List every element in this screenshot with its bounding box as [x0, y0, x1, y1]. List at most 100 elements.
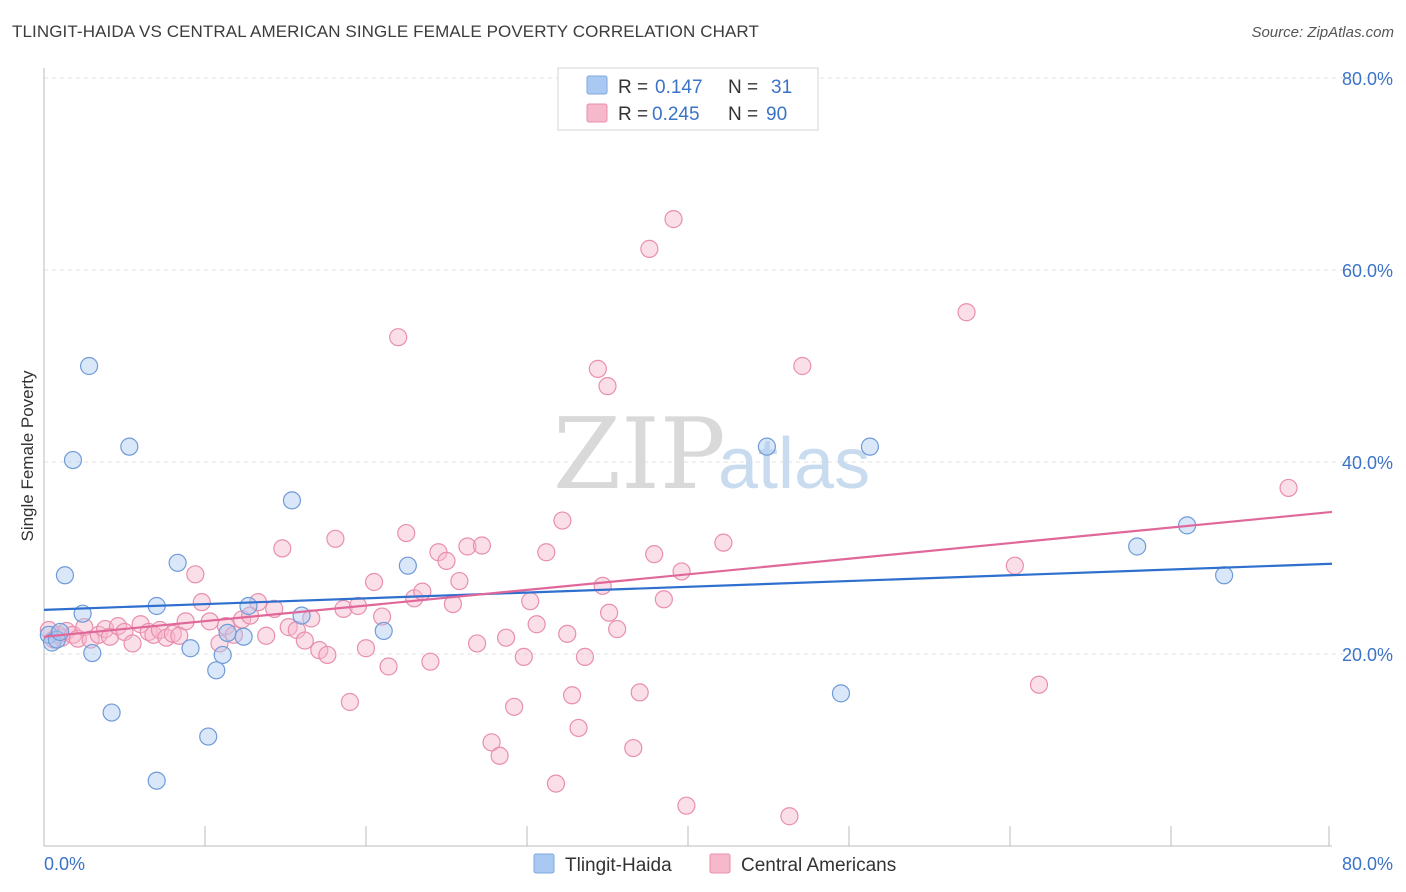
point-central-americans: [397, 523, 416, 543]
point-central-americans: [1005, 556, 1024, 575]
legend-bottom-label-tlingit: Tlingit-Haida: [565, 855, 672, 876]
point-central-americans: [521, 592, 540, 611]
point-tlingit-haida: [860, 437, 880, 456]
point-central-americans: [588, 359, 607, 378]
point-central-americans: [472, 536, 492, 555]
point-central-americans: [192, 593, 211, 612]
point-central-americans: [593, 576, 612, 595]
legend-swatch-tlingit: [586, 75, 608, 95]
point-tlingit-haida: [374, 621, 393, 641]
y-tick-label: 20.0%: [1342, 645, 1393, 665]
point-tlingit-haida: [218, 623, 237, 642]
legend-n-value-2: 90: [766, 104, 787, 125]
point-central-americans: [527, 615, 546, 634]
point-central-americans: [496, 628, 516, 647]
point-tlingit-haida: [234, 627, 253, 646]
point-tlingit-haida: [102, 703, 121, 722]
y-tick-label: 40.0%: [1342, 453, 1393, 473]
legend-bottom-swatch-tlingit: [533, 853, 555, 874]
chart-source: Source: ZipAtlas.com: [1251, 24, 1394, 41]
watermark-zip: ZIP: [553, 398, 726, 512]
point-central-americans: [186, 565, 205, 584]
point-tlingit-haida: [398, 556, 417, 575]
point-central-americans: [780, 807, 799, 826]
point-central-americans: [624, 738, 643, 758]
point-central-americans: [450, 571, 469, 591]
point-tlingit-haida: [282, 491, 302, 510]
point-tlingit-haida: [757, 437, 776, 456]
point-central-americans: [421, 652, 440, 671]
point-central-americans: [537, 543, 556, 562]
legend-bottom-label-central: Central Americans: [741, 855, 896, 876]
point-central-americans: [546, 774, 566, 793]
legend-top: R = 0.147 N = 31 R = 0.245 N = 90: [557, 67, 819, 131]
point-central-americans: [389, 328, 408, 347]
x-tick-label-max: 80.0%: [1342, 854, 1393, 874]
legend-r-value-2: 0.245: [652, 104, 700, 125]
legend-r-label-2: R =: [618, 104, 648, 125]
point-central-americans: [467, 634, 487, 653]
point-central-americans: [654, 590, 673, 609]
point-central-americans: [645, 545, 664, 564]
point-central-americans: [379, 657, 398, 676]
point-tlingit-haida: [199, 727, 218, 746]
trend-lines: [43, 510, 1333, 638]
point-central-americans: [600, 603, 619, 622]
point-central-americans: [553, 511, 572, 530]
x-axis-ticks: [204, 826, 1330, 846]
point-tlingit-haida: [120, 437, 139, 456]
point-tlingit-haida: [239, 596, 258, 616]
point-central-americans: [364, 572, 384, 592]
point-central-americans: [490, 746, 509, 765]
point-central-americans: [318, 645, 337, 665]
point-central-americans: [1029, 675, 1049, 694]
point-central-americans: [437, 551, 456, 570]
point-central-americans: [356, 639, 376, 658]
series-central-americans: [39, 210, 1298, 826]
point-tlingit-haida: [213, 645, 232, 665]
point-central-americans: [630, 683, 649, 702]
point-tlingit-haida: [63, 450, 83, 470]
point-tlingit-haida: [831, 684, 851, 703]
point-tlingit-haida: [83, 643, 102, 663]
point-central-americans: [562, 686, 582, 705]
y-tick-label: 80.0%: [1342, 69, 1393, 89]
y-tick-label: 60.0%: [1342, 261, 1393, 281]
x-tick-label-min: 0.0%: [44, 854, 85, 874]
point-central-americans: [505, 697, 524, 716]
watermark: ZIP atlas: [553, 398, 870, 512]
point-central-americans: [1279, 478, 1298, 498]
point-tlingit-haida: [292, 606, 311, 625]
point-central-americans: [608, 619, 627, 639]
point-central-americans: [257, 626, 276, 645]
point-central-americans: [458, 537, 477, 556]
point-central-americans: [373, 607, 392, 626]
point-tlingit-haida: [55, 566, 75, 585]
trend-line-tlingit-haida: [43, 562, 1333, 611]
legend-swatch-central: [586, 103, 608, 123]
point-central-americans: [295, 631, 314, 650]
point-central-americans: [714, 533, 733, 552]
point-central-americans: [514, 647, 533, 666]
point-central-americans: [793, 356, 812, 376]
gridlines: [44, 77, 1392, 655]
point-tlingit-haida: [168, 553, 187, 572]
point-tlingit-haida: [79, 356, 99, 376]
watermark-atlas: atlas: [718, 424, 870, 504]
point-central-americans: [677, 796, 696, 815]
y-axis-tick-labels: 20.0% 40.0% 60.0% 80.0%: [1342, 69, 1393, 665]
legend-n-value-1: 31: [771, 77, 792, 98]
legend-n-label-2: N =: [728, 104, 758, 125]
point-central-americans: [569, 718, 588, 738]
trend-line-central-americans: [43, 510, 1333, 638]
point-central-americans: [123, 634, 142, 653]
point-central-americans: [672, 562, 691, 581]
point-central-americans: [273, 539, 292, 558]
point-central-americans: [598, 377, 617, 396]
point-tlingit-haida: [1128, 537, 1147, 556]
legend-r-label-1: R =: [618, 77, 648, 98]
point-tlingit-haida: [147, 771, 166, 790]
chart-title: TLINGIT-HAIDA VS CENTRAL AMERICAN SINGLE…: [12, 22, 759, 41]
point-tlingit-haida: [1215, 566, 1234, 585]
